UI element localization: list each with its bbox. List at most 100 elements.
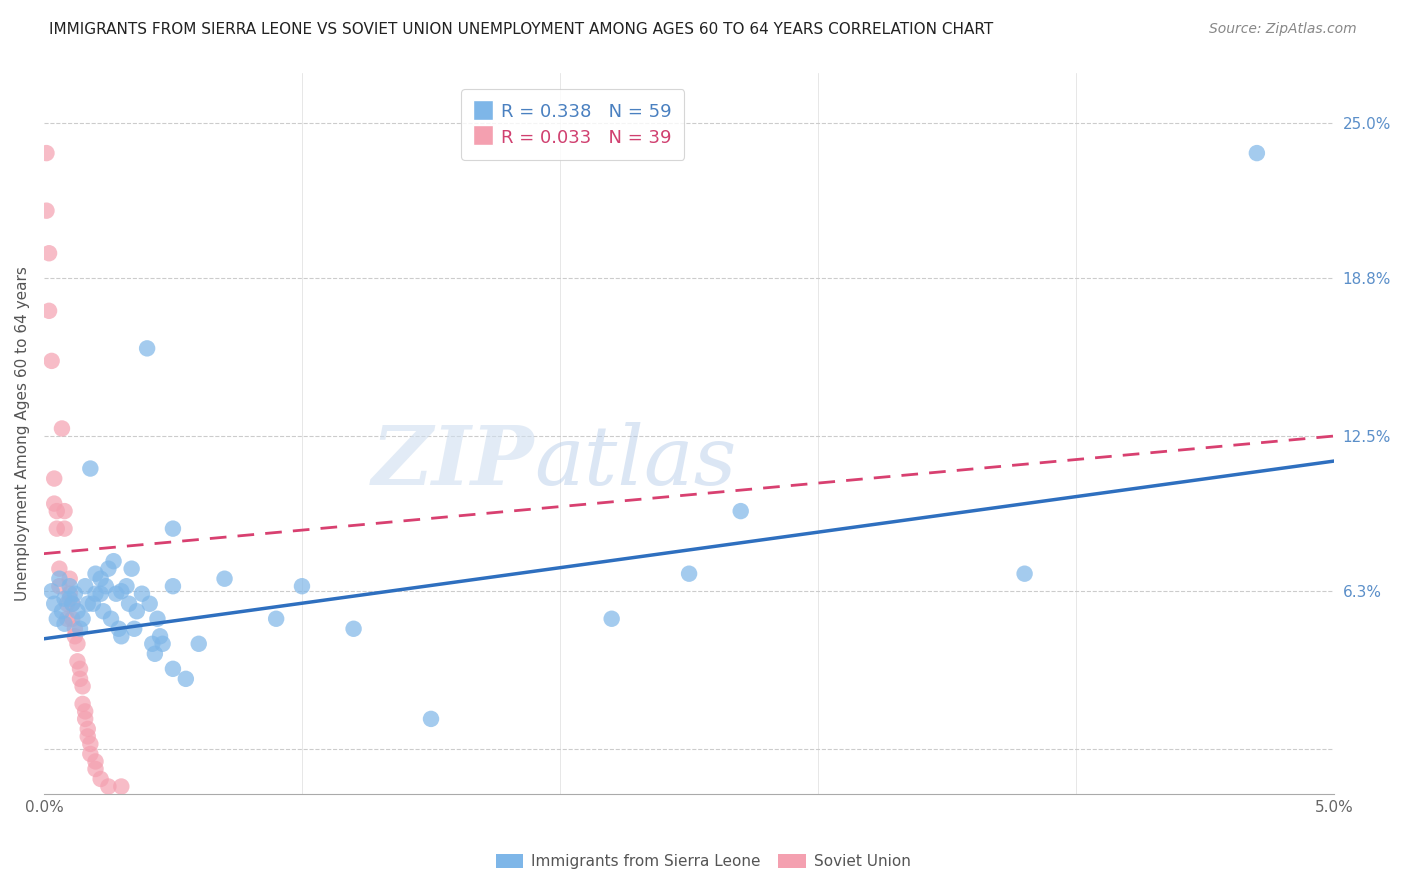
Point <box>1014 566 1036 581</box>
Point <box>79 747 101 761</box>
Point <box>75 712 97 726</box>
Point <box>59 587 82 601</box>
Point <box>125 604 148 618</box>
Point <box>105 587 128 601</box>
Point <box>141 637 163 651</box>
Point <box>63 622 86 636</box>
Point <box>174 672 197 686</box>
Point <box>69 662 91 676</box>
Point <box>53 591 76 606</box>
Point <box>90 772 112 786</box>
Point <box>72 612 94 626</box>
Point <box>84 762 107 776</box>
Point <box>48 562 70 576</box>
Point <box>59 572 82 586</box>
Text: atlas: atlas <box>534 422 737 502</box>
Point <box>63 587 86 601</box>
Point <box>35 146 58 161</box>
Point <box>162 662 184 676</box>
Point <box>121 562 143 576</box>
Point <box>187 637 209 651</box>
Point <box>79 737 101 751</box>
Point <box>41 354 63 368</box>
Point <box>91 604 114 618</box>
Point <box>66 637 89 651</box>
Point <box>136 342 159 356</box>
Point <box>56 597 79 611</box>
Point <box>66 654 89 668</box>
Point <box>69 622 91 636</box>
Point <box>600 612 623 626</box>
Y-axis label: Unemployment Among Ages 60 to 64 years: Unemployment Among Ages 60 to 64 years <box>15 266 30 601</box>
Point <box>84 755 107 769</box>
Point <box>146 612 169 626</box>
Point <box>59 591 82 606</box>
Point <box>84 566 107 581</box>
Point <box>110 584 132 599</box>
Point <box>162 522 184 536</box>
Point <box>115 579 138 593</box>
Point <box>90 572 112 586</box>
Point <box>69 672 91 686</box>
Point <box>1246 146 1268 161</box>
Point <box>44 471 66 485</box>
Point <box>38 303 60 318</box>
Point <box>45 504 67 518</box>
Point <box>53 504 76 518</box>
Point <box>60 597 83 611</box>
Point <box>79 461 101 475</box>
Point <box>75 579 97 593</box>
Point <box>152 637 174 651</box>
Point <box>420 712 443 726</box>
Point <box>45 522 67 536</box>
Point <box>90 587 112 601</box>
Point <box>72 679 94 693</box>
Point <box>59 579 82 593</box>
Point <box>35 203 58 218</box>
Point <box>75 705 97 719</box>
Point <box>51 421 73 435</box>
Legend: R = 0.338   N = 59, R = 0.033   N = 39: R = 0.338 N = 59, R = 0.033 N = 39 <box>461 89 685 160</box>
Point <box>100 612 122 626</box>
Point <box>51 604 73 618</box>
Point <box>291 579 314 593</box>
Text: Source: ZipAtlas.com: Source: ZipAtlas.com <box>1209 22 1357 37</box>
Text: IMMIGRANTS FROM SIERRA LEONE VS SOVIET UNION UNEMPLOYMENT AMONG AGES 60 TO 64 YE: IMMIGRANTS FROM SIERRA LEONE VS SOVIET U… <box>49 22 994 37</box>
Point <box>149 629 172 643</box>
Text: ZIP: ZIP <box>371 422 534 502</box>
Point <box>72 697 94 711</box>
Point <box>264 612 287 626</box>
Legend: Immigrants from Sierra Leone, Soviet Union: Immigrants from Sierra Leone, Soviet Uni… <box>489 848 917 875</box>
Point <box>76 730 98 744</box>
Point <box>63 629 86 643</box>
Point <box>97 780 120 794</box>
Point <box>76 722 98 736</box>
Point <box>122 622 145 636</box>
Point <box>66 604 89 618</box>
Point <box>44 497 66 511</box>
Point <box>143 647 166 661</box>
Point <box>131 587 153 601</box>
Point <box>678 566 700 581</box>
Point <box>76 597 98 611</box>
Point <box>110 780 132 794</box>
Point <box>44 597 66 611</box>
Point <box>97 562 120 576</box>
Point <box>214 572 236 586</box>
Point <box>84 587 107 601</box>
Point <box>60 612 83 626</box>
Point <box>53 616 76 631</box>
Point <box>45 612 67 626</box>
Point <box>162 579 184 593</box>
Point <box>56 612 79 626</box>
Point <box>118 597 141 611</box>
Point <box>103 554 125 568</box>
Point <box>107 622 129 636</box>
Point <box>48 579 70 593</box>
Point <box>53 522 76 536</box>
Point <box>342 622 364 636</box>
Point <box>48 572 70 586</box>
Point <box>82 597 104 611</box>
Point <box>730 504 752 518</box>
Point <box>94 579 117 593</box>
